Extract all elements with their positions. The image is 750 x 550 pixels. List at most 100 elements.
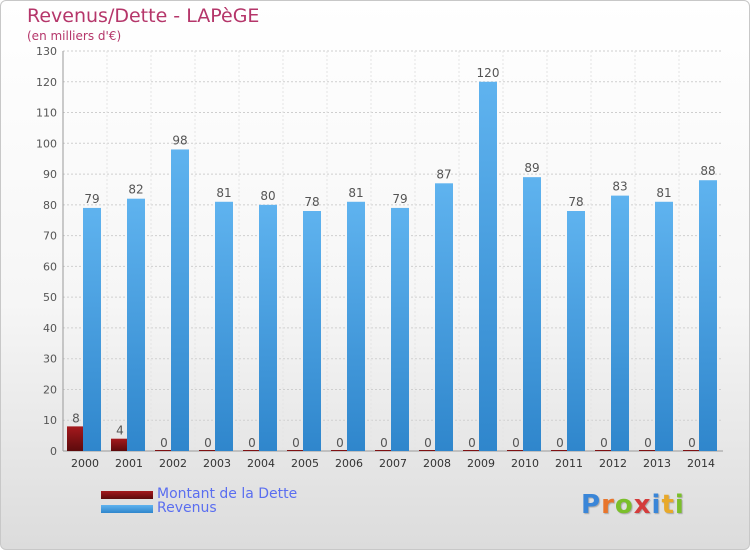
data-label-revenus: 81: [216, 186, 231, 200]
bar-revenus: [83, 207, 101, 451]
y-tick-label: 90: [43, 168, 57, 181]
data-label-revenus: 87: [436, 167, 451, 181]
data-label-dette: 0: [424, 436, 432, 450]
data-label-revenus: 81: [656, 186, 671, 200]
x-tick-label: 2012: [599, 457, 627, 470]
y-tick-label: 30: [43, 353, 57, 366]
x-tick-label: 2002: [159, 457, 187, 470]
x-tick-label: 2013: [643, 457, 671, 470]
y-tick-label: 80: [43, 199, 57, 212]
y-tick-label: 60: [43, 260, 57, 273]
data-label-revenus: 82: [128, 183, 143, 197]
bar-revenus: [171, 149, 189, 451]
x-tick-label: 2001: [115, 457, 143, 470]
y-tick-label: 100: [36, 137, 57, 150]
logo-letter: o: [614, 490, 634, 520]
x-tick-label: 2004: [247, 457, 275, 470]
legend-swatch-revenus: [101, 505, 153, 513]
bar-revenus: [699, 180, 717, 451]
data-label-dette: 0: [336, 436, 344, 450]
bar-revenus: [215, 201, 233, 451]
y-tick-label: 40: [43, 322, 57, 335]
data-label-revenus: 98: [172, 133, 187, 147]
data-label-revenus: 89: [524, 161, 539, 175]
bar-dette: [683, 450, 701, 451]
bar-revenus: [347, 201, 365, 451]
bar-revenus: [523, 177, 541, 451]
bar-dette: [419, 450, 437, 451]
data-label-dette: 0: [204, 436, 212, 450]
data-label-dette: 0: [512, 436, 520, 450]
legend-label-dette: Montant de la Dette: [157, 486, 298, 502]
bar-dette: [199, 450, 217, 451]
y-tick-label: 70: [43, 230, 57, 243]
x-tick-label: 2009: [467, 457, 495, 470]
data-label-dette: 0: [292, 436, 300, 450]
y-tick-label: 0: [50, 445, 57, 458]
bar-dette: [463, 450, 481, 451]
x-tick-label: 2003: [203, 457, 231, 470]
bar-dette: [375, 450, 393, 451]
bar-dette: [155, 450, 173, 451]
x-tick-label: 2005: [291, 457, 319, 470]
data-label-dette: 0: [380, 436, 388, 450]
logo-letter: t: [661, 490, 675, 520]
logo-letter: x: [633, 490, 652, 520]
y-tick-label: 130: [36, 45, 57, 58]
x-tick-label: 2010: [511, 457, 539, 470]
data-label-revenus: 81: [348, 186, 363, 200]
data-label-dette: 0: [556, 436, 564, 450]
bar-revenus: [611, 195, 629, 451]
x-tick-label: 2014: [687, 457, 715, 470]
x-tick-label: 2000: [71, 457, 99, 470]
data-label-dette: 0: [160, 436, 168, 450]
data-label-revenus: 79: [392, 192, 407, 206]
data-label-dette: 4: [116, 424, 124, 438]
x-tick-label: 2006: [335, 457, 363, 470]
logo-letter: i: [674, 490, 685, 520]
bar-revenus: [127, 198, 145, 451]
bar-revenus: [567, 211, 585, 451]
legend-label-revenus: Revenus: [157, 500, 217, 516]
bar-dette: [111, 438, 129, 451]
proxiti-logo: Proxiti: [581, 490, 685, 520]
y-tick-label: 50: [43, 291, 57, 304]
x-tick-label: 2007: [379, 457, 407, 470]
bar-revenus: [303, 211, 321, 451]
logo-letter: P: [581, 490, 602, 520]
data-label-revenus: 78: [568, 195, 583, 209]
bar-dette: [551, 450, 569, 451]
chart-title: Revenus/Dette - LAPèGE: [27, 5, 260, 27]
bar-dette: [243, 450, 261, 451]
x-tick-label: 2008: [423, 457, 451, 470]
bar-dette: [507, 450, 525, 451]
bar-revenus: [435, 183, 453, 452]
data-label-dette: 0: [644, 436, 652, 450]
logo-letter: r: [601, 490, 615, 520]
y-tick-label: 110: [36, 107, 57, 120]
bar-revenus: [391, 207, 409, 451]
data-label-revenus: 120: [477, 66, 500, 80]
data-label-revenus: 80: [260, 189, 275, 203]
y-tick-label: 120: [36, 76, 57, 89]
data-label-dette: 8: [72, 411, 80, 425]
logo-letter: i: [651, 490, 662, 520]
bar-revenus: [655, 201, 673, 451]
bar-revenus: [259, 204, 277, 451]
chart-subtitle: (en milliers d'€): [27, 29, 122, 43]
data-label-revenus: 83: [612, 180, 627, 194]
data-label-dette: 0: [688, 436, 696, 450]
y-tick-label: 20: [43, 383, 57, 396]
data-label-dette: 0: [600, 436, 608, 450]
data-label-revenus: 78: [304, 195, 319, 209]
bar-dette: [287, 450, 305, 451]
legend-swatch-dette: [101, 491, 153, 499]
data-label-dette: 0: [248, 436, 256, 450]
bar-dette: [67, 426, 85, 451]
data-label-dette: 0: [468, 436, 476, 450]
x-tick-label: 2011: [555, 457, 583, 470]
bar-revenus: [479, 81, 497, 452]
y-tick-label: 10: [43, 414, 57, 427]
